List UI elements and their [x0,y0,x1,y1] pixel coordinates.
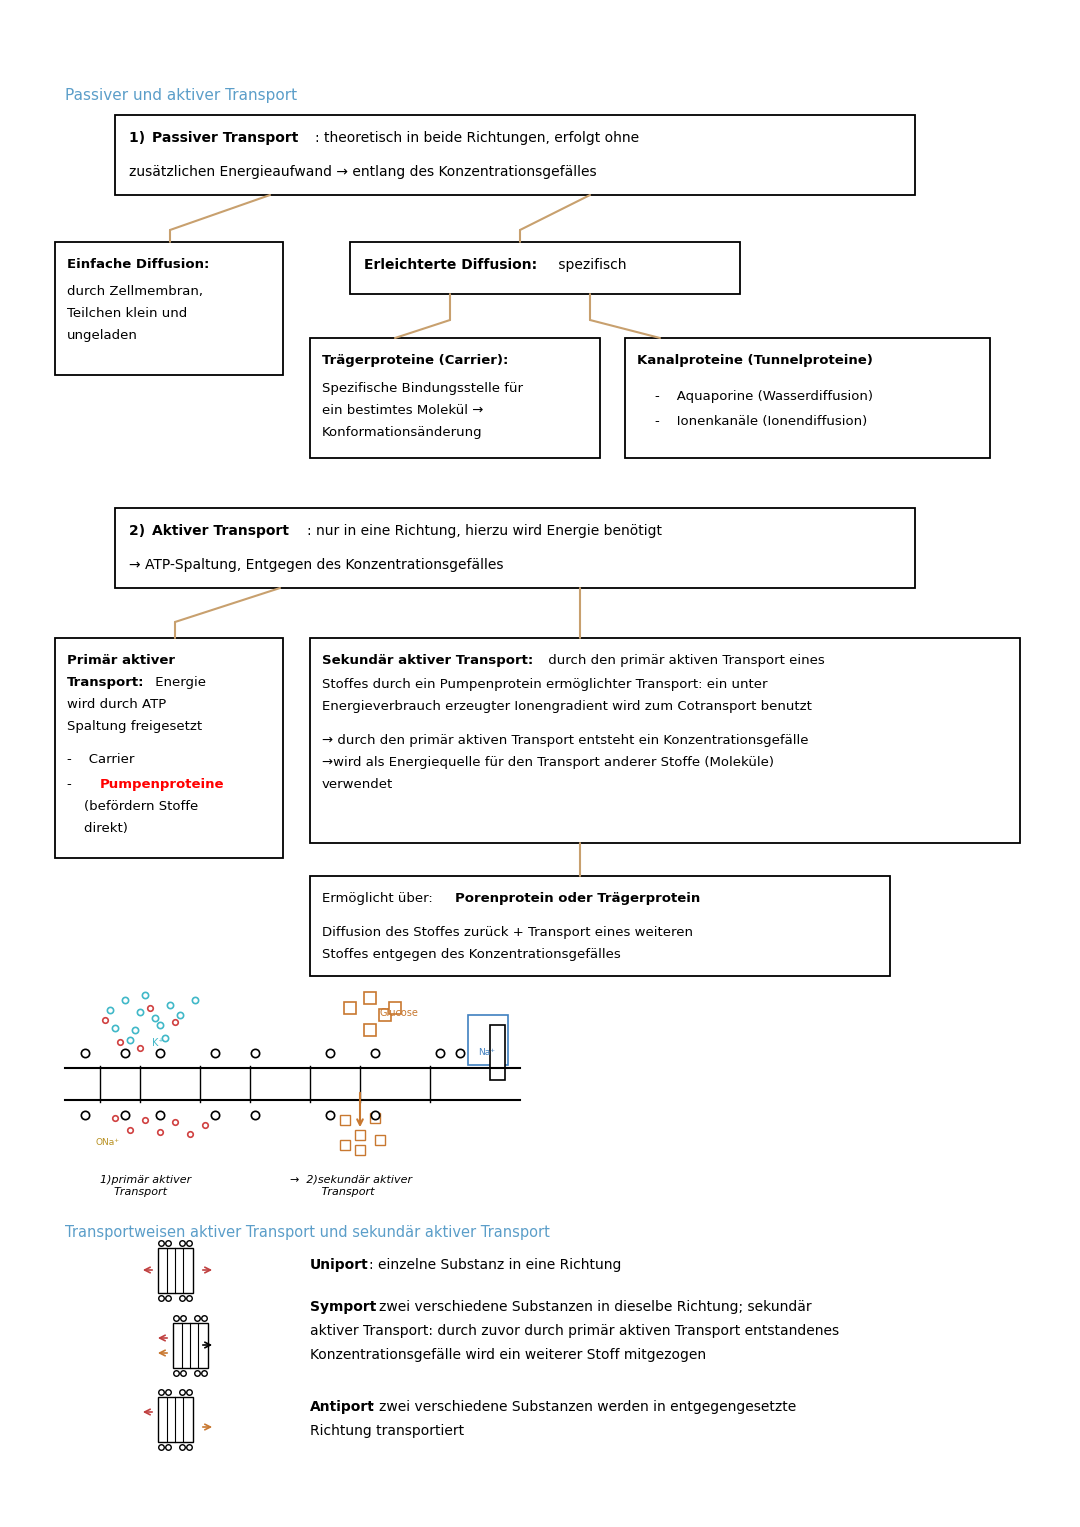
FancyBboxPatch shape [379,1009,391,1022]
FancyBboxPatch shape [310,337,600,458]
FancyBboxPatch shape [310,638,1020,843]
Text: K⁺: K⁺ [152,1038,164,1048]
Text: Energie: Energie [151,676,206,689]
Text: : einzelne Substanz in eine Richtung: : einzelne Substanz in eine Richtung [369,1258,621,1272]
Text: Transportweisen aktiver Transport und sekundär aktiver Transport: Transportweisen aktiver Transport und se… [65,1225,550,1240]
FancyBboxPatch shape [173,1322,208,1368]
FancyBboxPatch shape [389,1002,401,1014]
FancyBboxPatch shape [490,1025,505,1080]
Text: Glucose: Glucose [380,1008,419,1019]
FancyBboxPatch shape [345,1002,356,1014]
Text: -: - [67,777,89,791]
Text: Erleichterte Diffusion:: Erleichterte Diffusion: [364,258,537,272]
Text: -    Ionenkanäle (Ionendiffusion): - Ionenkanäle (Ionendiffusion) [654,415,867,428]
Text: durch den primär aktiven Transport eines: durch den primär aktiven Transport eines [544,654,825,667]
Text: : zwei verschiedene Substanzen in dieselbe Richtung; sekundär: : zwei verschiedene Substanzen in diesel… [370,1299,812,1315]
Text: verwendet: verwendet [322,777,393,791]
Text: Passiver und aktiver Transport: Passiver und aktiver Transport [65,89,297,102]
Text: durch Zellmembran,: durch Zellmembran, [67,286,203,298]
Text: Teilchen klein und: Teilchen klein und [67,307,187,321]
FancyBboxPatch shape [370,1113,380,1122]
Text: Primär aktiver: Primär aktiver [67,654,175,667]
Text: Transport:: Transport: [67,676,145,689]
Text: wird durch ATP: wird durch ATP [67,698,166,712]
FancyBboxPatch shape [55,638,283,858]
Text: Pumpenproteine: Pumpenproteine [100,777,225,791]
Text: 2): 2) [129,524,150,538]
Text: Konzentrationsgefälle wird ein weiterer Stoff mitgezogen: Konzentrationsgefälle wird ein weiterer … [310,1348,706,1362]
Text: Aktiver Transport: Aktiver Transport [152,524,289,538]
Text: ungeladen: ungeladen [67,328,138,342]
Text: spezifisch: spezifisch [554,258,626,272]
Text: Trägerproteine (Carrier):: Trägerproteine (Carrier): [322,354,509,366]
Text: -    Aquaporine (Wasserdiffusion): - Aquaporine (Wasserdiffusion) [654,389,873,403]
Text: Symport: Symport [310,1299,376,1315]
Text: Ermöglicht über:: Ermöglicht über: [322,892,437,906]
Text: →  2)sekundär aktiver
         Transport: → 2)sekundär aktiver Transport [291,1174,413,1197]
FancyBboxPatch shape [355,1130,365,1141]
Text: Na⁺: Na⁺ [478,1048,495,1057]
Text: Uniport: Uniport [310,1258,368,1272]
Text: Konformationsänderung: Konformationsänderung [322,426,483,438]
FancyBboxPatch shape [158,1248,193,1293]
FancyBboxPatch shape [114,508,915,588]
Text: Sekundär aktiver Transport:: Sekundär aktiver Transport: [322,654,534,667]
Text: Diffusion des Stoffes zurück + Transport eines weiteren: Diffusion des Stoffes zurück + Transport… [322,925,693,939]
Text: → durch den primär aktiven Transport entsteht ein Konzentrationsgefälle: → durch den primär aktiven Transport ent… [322,734,809,747]
FancyBboxPatch shape [55,241,283,376]
Text: Energieverbrauch erzeugter Ionengradient wird zum Cotransport benutzt: Energieverbrauch erzeugter Ionengradient… [322,699,812,713]
Text: aktiver Transport: durch zuvor durch primär aktiven Transport entstandenes: aktiver Transport: durch zuvor durch pri… [310,1324,839,1338]
Text: Porenprotein oder Trägerprotein: Porenprotein oder Trägerprotein [455,892,700,906]
Text: ein bestimtes Molekül →: ein bestimtes Molekül → [322,405,484,417]
Text: 1): 1) [129,131,150,145]
Text: Passiver Transport: Passiver Transport [152,131,298,145]
FancyBboxPatch shape [364,993,376,1003]
Text: Stoffes durch ein Pumpenprotein ermöglichter Transport: ein unter: Stoffes durch ein Pumpenprotein ermöglic… [322,678,768,692]
Text: direkt): direkt) [67,822,127,835]
FancyBboxPatch shape [468,1015,508,1064]
FancyBboxPatch shape [158,1397,193,1441]
Text: : nur in eine Richtung, hierzu wird Energie benötigt: : nur in eine Richtung, hierzu wird Ener… [307,524,662,538]
Text: (befördern Stoffe: (befördern Stoffe [67,800,199,812]
Text: Kanalproteine (Tunnelproteine): Kanalproteine (Tunnelproteine) [637,354,873,366]
Text: zusätzlichen Energieaufwand → entlang des Konzentrationsgefälles: zusätzlichen Energieaufwand → entlang de… [129,165,596,179]
Text: : zwei verschiedene Substanzen werden in entgegengesetzte: : zwei verschiedene Substanzen werden in… [370,1400,796,1414]
Text: →wird als Energiequelle für den Transport anderer Stoffe (Moleküle): →wird als Energiequelle für den Transpor… [322,756,774,770]
FancyBboxPatch shape [355,1145,365,1154]
Text: Spezifische Bindungsstelle für: Spezifische Bindungsstelle für [322,382,523,395]
FancyBboxPatch shape [114,115,915,195]
Text: ONa⁺: ONa⁺ [95,1138,119,1147]
FancyBboxPatch shape [340,1141,350,1150]
FancyBboxPatch shape [340,1115,350,1125]
Text: 1)primär aktiver
    Transport: 1)primär aktiver Transport [100,1174,191,1197]
FancyBboxPatch shape [375,1135,384,1145]
Text: -    Carrier: - Carrier [67,753,134,767]
FancyBboxPatch shape [350,241,740,295]
Text: Spaltung freigesetzt: Spaltung freigesetzt [67,721,202,733]
FancyBboxPatch shape [364,1025,376,1035]
Text: : theoretisch in beide Richtungen, erfolgt ohne: : theoretisch in beide Richtungen, erfol… [315,131,639,145]
Text: Antiport: Antiport [310,1400,375,1414]
Text: → ATP-Spaltung, Entgegen des Konzentrationsgefälles: → ATP-Spaltung, Entgegen des Konzentrati… [129,557,503,573]
Text: Einfache Diffusion:: Einfache Diffusion: [67,258,210,270]
Text: Stoffes entgegen des Konzentrationsgefälles: Stoffes entgegen des Konzentrationsgefäl… [322,948,621,960]
FancyBboxPatch shape [625,337,990,458]
FancyBboxPatch shape [310,876,890,976]
Text: Richtung transportiert: Richtung transportiert [310,1425,464,1438]
